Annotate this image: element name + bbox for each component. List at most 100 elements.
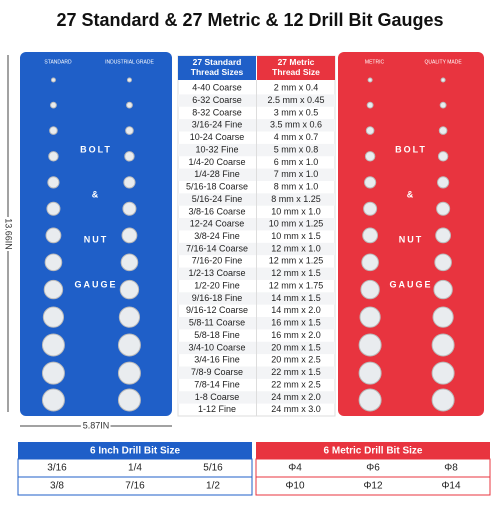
metric-header-bg xyxy=(257,56,335,80)
gauge-hole xyxy=(117,333,141,357)
table-cell: 2 mm x 0.4 xyxy=(274,83,319,93)
gauge-hole xyxy=(46,201,61,216)
table-cell: 16 mm x 2.0 xyxy=(271,330,321,340)
drill-cell: 5/16 xyxy=(203,463,223,474)
table-cell: 22 mm x 1.5 xyxy=(271,367,321,377)
drill-cell: 3/16 xyxy=(47,463,67,474)
gauge-hole xyxy=(41,388,65,412)
table-cell: 7/16-14 Coarse xyxy=(186,243,248,253)
drill-cell: 1/2 xyxy=(206,481,220,492)
table-cell: 9/16-12 Coarse xyxy=(186,305,248,315)
table-cell: 1/2-13 Coarse xyxy=(188,268,245,278)
gauge-hole xyxy=(364,151,376,162)
gauge-hole xyxy=(120,253,139,272)
table-cell: 1-8 Coarse xyxy=(195,392,240,402)
gauge-hole xyxy=(125,126,134,135)
table-cell: 10 mm x 1.5 xyxy=(271,231,321,241)
gauge-hole xyxy=(119,279,140,300)
table-cell: 3/16-24 Fine xyxy=(192,120,243,130)
table-cell: 12 mm x 1.0 xyxy=(271,243,321,253)
gauge-hole xyxy=(43,279,64,300)
gauge-label: INDUSTRIAL GRADE xyxy=(105,59,154,65)
gauge-hole xyxy=(432,306,454,328)
table-cell: 22 mm x 2.5 xyxy=(271,379,321,389)
table-cell: 2.5 mm x 0.45 xyxy=(267,95,324,105)
gauge-brand: GAUGE xyxy=(389,279,432,289)
gauge-hole xyxy=(433,279,453,300)
table-header: 27 Metric Thread Size xyxy=(272,57,320,77)
table-cell: 1/2-20 Fine xyxy=(194,280,240,290)
table-cell: 3/4-10 Coarse xyxy=(188,342,245,352)
table-cell: 5/16-18 Coarse xyxy=(186,182,248,192)
title: 27 Standard & 27 Metric & 12 Drill Bit G… xyxy=(56,10,443,30)
gauge-hole xyxy=(41,361,65,385)
table-cell: 5/16-24 Fine xyxy=(192,194,243,204)
gauge-hole xyxy=(50,101,57,109)
gauge-hole xyxy=(431,361,455,385)
table-cell: 10 mm x 1.25 xyxy=(269,219,324,229)
gauge-hole xyxy=(434,253,452,272)
gauge-brand: BOLT xyxy=(395,144,427,154)
table-cell: 7/8-14 Fine xyxy=(194,379,240,389)
inch-drill-header xyxy=(18,442,252,459)
table-cell: 12 mm x 1.25 xyxy=(269,256,324,266)
drill-cell: Φ14 xyxy=(441,481,461,492)
table-cell: 5/8-18 Fine xyxy=(194,330,240,340)
table-cell: 12 mm x 1.75 xyxy=(269,280,324,290)
standard-header-bg xyxy=(178,56,256,80)
table-cell: 20 mm x 1.5 xyxy=(271,342,321,352)
gauge-brand: BOLT xyxy=(80,144,112,154)
gauge-hole xyxy=(437,176,450,189)
table-cell: 7/8-9 Coarse xyxy=(191,367,243,377)
table-cell: 3.5 mm x 0.6 xyxy=(270,120,322,130)
gauge-brand: NUT xyxy=(84,234,109,244)
gauge-hole xyxy=(121,227,138,244)
table-cell: 8-32 Coarse xyxy=(192,107,242,117)
gauge-hole xyxy=(124,151,135,162)
gauge-hole xyxy=(42,306,65,328)
gauge-hole xyxy=(440,77,446,83)
table-cell: 3/8-24 Fine xyxy=(194,231,240,241)
table-cell: 6-32 Coarse xyxy=(192,95,242,105)
gauge-brand: & xyxy=(407,189,416,199)
table-cell: 16 mm x 1.5 xyxy=(271,318,321,328)
table-cell: 5/8-11 Coarse xyxy=(189,318,245,328)
gauge-hole xyxy=(50,77,56,83)
table-cell: 4-40 Coarse xyxy=(192,83,242,93)
gauge-label: METRIC xyxy=(365,59,385,65)
gauge-hole xyxy=(122,201,137,216)
gauge-hole xyxy=(126,77,132,83)
gauge-hole xyxy=(358,388,382,412)
gauge-hole xyxy=(361,253,379,272)
gauge-hole xyxy=(41,333,65,357)
gauge-hole xyxy=(437,151,449,162)
drill-cell: Φ8 xyxy=(444,463,458,474)
gauge-hole xyxy=(45,227,62,244)
table-cell: 7/16-20 Fine xyxy=(192,256,243,266)
table-cell: 7 mm x 1.0 xyxy=(274,169,319,179)
gauge-hole xyxy=(358,361,382,385)
table-cell: 12-24 Coarse xyxy=(190,219,245,229)
gauge-hole xyxy=(47,176,60,189)
table-cell: 6 mm x 1.0 xyxy=(274,157,319,167)
drill-cell: 3/8 xyxy=(50,481,64,492)
table-cell: 10 mm x 1.0 xyxy=(271,206,321,216)
gauge-hole xyxy=(362,227,379,244)
drill-cell: 1/4 xyxy=(128,463,142,474)
gauge-brand: & xyxy=(92,189,101,199)
metric-drill-header xyxy=(256,442,490,459)
table-cell: 4 mm x 0.7 xyxy=(274,132,319,142)
gauge-hole xyxy=(118,306,141,328)
drill-cell: 7/16 xyxy=(125,481,145,492)
gauge-hole xyxy=(359,306,381,328)
gauge-hole xyxy=(435,227,452,244)
table-cell: 24 mm x 2.0 xyxy=(271,392,321,402)
gauge-brand: NUT xyxy=(399,234,424,244)
height-label: 13.66IN xyxy=(4,218,14,250)
gauge-hole xyxy=(431,388,455,412)
gauge-hole xyxy=(431,333,455,357)
inch-drill-title: 6 Inch Drill Bit Size xyxy=(90,446,180,457)
table-cell: 14 mm x 1.5 xyxy=(271,293,321,303)
table-cell: 10-24 Coarse xyxy=(190,132,245,142)
